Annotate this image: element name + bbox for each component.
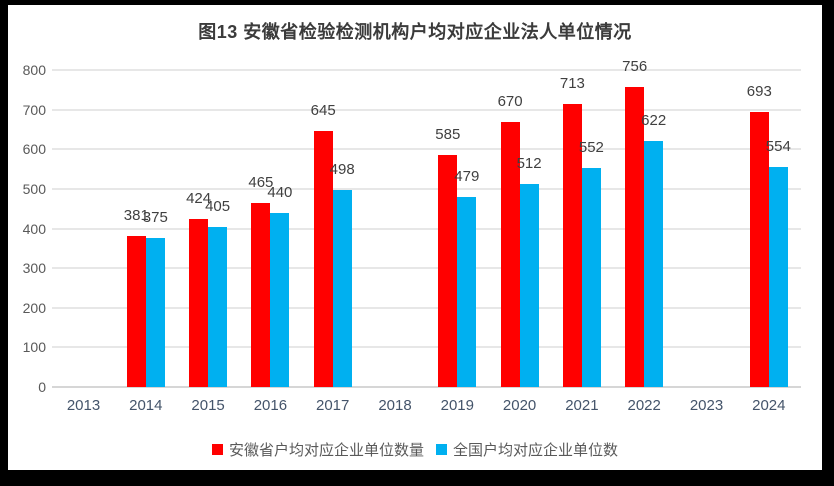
bar-anhui-2022 [625,87,645,387]
data-label-national-2017: 498 [329,160,355,178]
x-axis-line [52,386,801,388]
x-axis-tick-2019: 2019 [440,397,474,414]
bar-national-2016 [270,212,290,387]
y-axis-tick-100: 100 [22,339,46,356]
bar-anhui-2021 [562,104,582,387]
x-axis-tick-2022: 2022 [627,397,661,414]
data-label-anhui-2022: 756 [622,58,648,76]
legend-swatch-icon [211,444,223,455]
chart-title: 图13 安徽省检验检测机构户均对应企业法人单位情况 [198,22,632,42]
legend-label: 安徽省户均对应企业单位数量 [228,442,424,459]
chart-panel: 0 100 200 300 400 500 600 700 800 2013 2014 381 375 2… [8,5,822,470]
x-axis-tick-2013: 2013 [66,397,101,414]
x-axis-tick-2020: 2020 [502,397,537,414]
y-axis-tick-0: 0 [38,379,46,395]
data-label-anhui-2014: 381 [123,207,149,225]
data-label-national-2020: 512 [516,155,542,173]
data-label-national-2014: 375 [142,209,168,227]
data-label-anhui-2017: 645 [310,102,336,120]
y-axis-tick-800: 800 [22,62,46,78]
gridline-400 [52,227,801,230]
x-axis-tick-2021: 2021 [565,397,599,414]
bar-anhui-2015 [189,218,209,387]
data-label-national-2015: 405 [205,197,231,215]
bar-national-2015 [208,226,228,387]
y-axis-tick-600: 600 [22,141,46,158]
data-label-anhui-2015: 424 [186,189,212,207]
y-axis-tick-200: 200 [22,299,46,316]
x-axis-tick-2017: 2017 [316,397,350,414]
legend-label: 全国户均对应企业单位数 [453,442,619,459]
x-axis-tick-2023: 2023 [689,397,724,414]
x-axis-tick-2024: 2024 [752,397,786,414]
bar-national-2017 [332,189,352,387]
bar-anhui-2019 [438,155,458,387]
legend-item-national: 全国户均对应企业单位数 [436,439,618,460]
data-label-national-2024: 554 [765,138,791,156]
bar-anhui-2020 [500,121,520,387]
plot-area: 0 100 200 300 400 500 600 700 800 2013 2014 381 375 2… [8,5,822,470]
x-axis-tick-2014: 2014 [129,397,163,414]
bar-anhui-2024 [749,112,769,387]
data-label-anhui-2021: 713 [559,75,585,93]
legend: 安徽省户均对应企业单位数量 全国户均对应企业单位数 [8,439,822,460]
y-axis-tick-300: 300 [22,260,46,277]
bar-anhui-2016 [251,202,271,387]
y-axis-tick-500: 500 [22,180,46,197]
data-label-anhui-2024: 693 [746,83,772,101]
bar-national-2022 [644,140,664,387]
bar-anhui-2017 [313,131,333,387]
x-axis-tick-2015: 2015 [191,397,225,414]
bar-national-2021 [581,168,601,387]
data-label-anhui-2020: 670 [497,92,523,110]
data-label-national-2022: 622 [641,111,667,129]
bar-national-2020 [519,184,539,387]
data-label-anhui-2019: 585 [435,126,461,144]
x-axis-tick-2018: 2018 [378,397,412,414]
bar-anhui-2014 [126,236,146,387]
y-axis-tick-400: 400 [22,220,46,237]
data-label-national-2019: 479 [454,168,480,186]
legend-item-anhui: 安徽省户均对应企业单位数量 [211,439,424,460]
bar-national-2019 [457,197,477,387]
gridline-300 [52,267,801,270]
gridline-200 [52,306,801,309]
bar-national-2014 [145,238,165,387]
gridline-800 [52,69,801,71]
bar-national-2024 [768,167,788,387]
x-axis-tick-2016: 2016 [253,397,288,414]
y-axis-tick-700: 700 [22,101,46,118]
gridline-500 [52,187,801,190]
gridline-600 [52,148,801,151]
gridline-700 [52,108,801,111]
legend-swatch-icon [436,444,447,455]
gridline-100 [52,346,801,349]
data-label-anhui-2016: 465 [248,173,274,191]
data-label-national-2016: 440 [267,183,293,201]
data-label-national-2021: 552 [578,139,604,157]
